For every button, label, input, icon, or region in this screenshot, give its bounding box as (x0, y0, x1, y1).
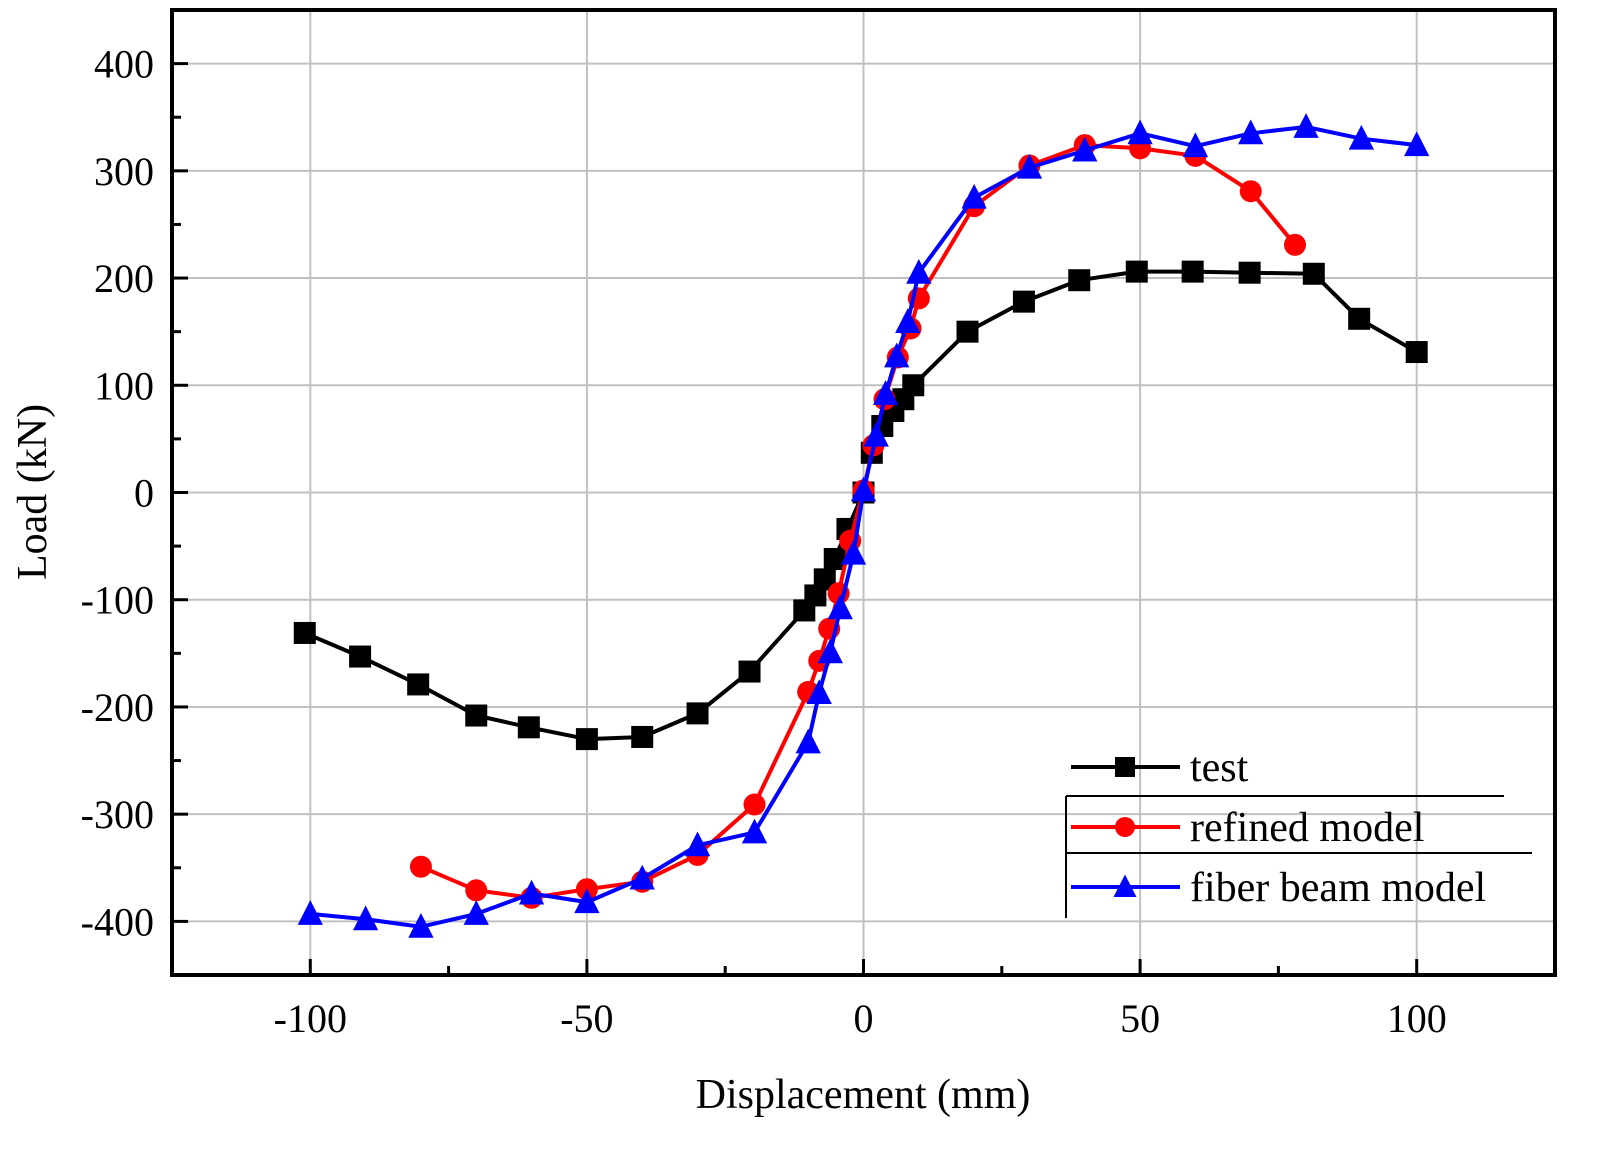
data-point (850, 476, 877, 502)
data-point (629, 864, 655, 890)
x-tick-label: 0 (854, 996, 874, 1041)
legend-label: refined model (1190, 805, 1424, 851)
data-point (1012, 290, 1035, 313)
data-point (574, 888, 600, 914)
data-point (349, 645, 372, 668)
data-point (1016, 153, 1043, 179)
data-point (956, 320, 979, 343)
legend-item: refined model (1071, 805, 1424, 851)
data-point (1404, 131, 1430, 157)
data-point (1283, 233, 1306, 256)
legend-label: fiber beam model (1190, 865, 1486, 911)
data-point (827, 594, 853, 620)
data-point (1238, 119, 1264, 145)
data-point (840, 539, 867, 565)
data-point (884, 342, 910, 368)
data-point (463, 900, 489, 925)
data-point (1348, 307, 1371, 330)
data-point (517, 716, 540, 739)
data-point (465, 879, 488, 902)
data-point (741, 818, 768, 844)
data-point (906, 258, 932, 284)
data-point (1125, 260, 1148, 283)
data-point (863, 421, 889, 447)
legend-marker (1115, 757, 1135, 777)
x-axis-title: Displacement (mm) (696, 1072, 1031, 1118)
data-point (518, 879, 545, 905)
data-point (817, 638, 843, 664)
data-point (738, 660, 761, 683)
data-point (409, 855, 432, 878)
y-tick-label: 400 (94, 42, 154, 87)
y-tick-label: -300 (81, 792, 154, 837)
data-point (575, 728, 598, 751)
y-tick-label: -400 (81, 899, 154, 944)
data-point (1348, 124, 1375, 150)
axes (170, 8, 1557, 977)
data-point (813, 568, 836, 591)
y-tick-label: -200 (81, 685, 154, 730)
data-point (352, 905, 379, 931)
data-point (631, 725, 654, 748)
data-point (407, 673, 430, 696)
data-point (961, 183, 987, 209)
x-tick-label: -100 (274, 996, 347, 1041)
data-point (902, 374, 925, 397)
series-fiber-beam-model (297, 113, 1430, 938)
x-tick-label: 50 (1120, 996, 1160, 1041)
y-tick-label: 100 (94, 363, 154, 408)
legend-marker (1113, 874, 1137, 897)
y-tick-label: 300 (94, 149, 154, 194)
data-point (686, 702, 709, 725)
data-point (1068, 269, 1091, 292)
data-point (806, 679, 832, 705)
series-layer (293, 113, 1430, 938)
data-point (297, 900, 323, 925)
data-point (1302, 262, 1325, 285)
x-tick-label: -50 (560, 996, 613, 1041)
data-point (1405, 341, 1428, 364)
data-point (408, 913, 434, 938)
legend-item: fiber beam model (1071, 865, 1486, 911)
data-point (1127, 119, 1153, 145)
y-tick-label: -100 (81, 578, 154, 623)
legend-marker (1115, 817, 1135, 837)
y-tick-label: 0 (134, 471, 154, 516)
data-point (1072, 136, 1098, 162)
y-tick-label: 200 (94, 256, 154, 301)
data-point (465, 704, 488, 727)
data-point (1182, 132, 1209, 158)
legend-label: test (1190, 745, 1249, 791)
data-point (823, 547, 846, 570)
gridlines (172, 10, 1555, 975)
data-point (1239, 180, 1262, 203)
y-axis-title: Load (kN) (10, 404, 56, 580)
x-tick-label: 100 (1387, 996, 1447, 1041)
data-point (795, 728, 821, 754)
legend-item: test (1071, 745, 1249, 791)
data-point (895, 308, 921, 334)
data-point (1293, 113, 1319, 138)
data-point (743, 793, 766, 816)
data-point (293, 621, 316, 644)
data-point (684, 831, 711, 857)
data-point (872, 380, 899, 405)
legend: test refined model fiber beam model (1065, 745, 1532, 918)
data-point (1181, 260, 1204, 283)
data-point (1238, 261, 1261, 284)
tick-labels: -100 -50 0 50 100 -400 -300 -200 -100 0 100 200 300 4… (81, 42, 1447, 1041)
